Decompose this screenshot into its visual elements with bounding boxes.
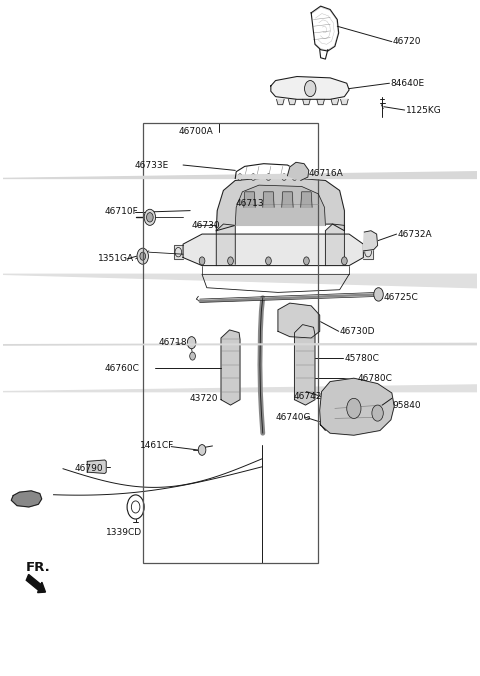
Text: 46700A: 46700A <box>179 127 213 136</box>
Polygon shape <box>216 177 344 231</box>
Polygon shape <box>278 303 320 338</box>
Polygon shape <box>3 184 480 391</box>
Polygon shape <box>3 274 480 293</box>
Polygon shape <box>244 192 255 208</box>
Circle shape <box>292 174 297 180</box>
Text: 1339CD: 1339CD <box>106 528 143 537</box>
Text: 46710F: 46710F <box>105 208 139 216</box>
Polygon shape <box>363 245 373 259</box>
Text: 46730: 46730 <box>192 221 220 230</box>
Circle shape <box>342 257 347 265</box>
Text: 46760C: 46760C <box>104 364 139 372</box>
Polygon shape <box>288 99 296 105</box>
Polygon shape <box>12 491 42 507</box>
Polygon shape <box>235 185 325 225</box>
Text: 46730D: 46730D <box>340 327 375 336</box>
Text: 46720: 46720 <box>393 37 421 46</box>
Polygon shape <box>276 99 284 105</box>
Polygon shape <box>3 256 480 345</box>
Text: 1351GA: 1351GA <box>97 254 134 264</box>
Circle shape <box>137 248 148 264</box>
Text: 46790: 46790 <box>75 464 104 473</box>
Polygon shape <box>174 245 183 259</box>
Polygon shape <box>87 460 106 473</box>
Circle shape <box>187 337 196 349</box>
Circle shape <box>199 257 205 265</box>
Circle shape <box>282 174 287 180</box>
Text: 46780C: 46780C <box>358 374 393 383</box>
Text: 46742: 46742 <box>293 392 322 401</box>
Circle shape <box>372 405 384 421</box>
Polygon shape <box>301 192 312 208</box>
Circle shape <box>303 257 309 265</box>
Polygon shape <box>221 330 240 405</box>
Bar <box>143 124 318 562</box>
Polygon shape <box>363 231 378 251</box>
Text: 45780C: 45780C <box>344 354 379 362</box>
Polygon shape <box>263 192 274 208</box>
Polygon shape <box>295 324 315 405</box>
Circle shape <box>146 213 153 222</box>
Circle shape <box>266 174 271 180</box>
Circle shape <box>140 252 145 260</box>
Circle shape <box>144 210 156 225</box>
Text: FR.: FR. <box>25 561 50 574</box>
Circle shape <box>304 80 316 97</box>
Polygon shape <box>302 99 310 105</box>
Polygon shape <box>320 379 394 435</box>
Polygon shape <box>282 192 293 208</box>
Polygon shape <box>271 76 349 99</box>
Text: 46732A: 46732A <box>398 230 432 239</box>
Polygon shape <box>3 164 480 178</box>
Polygon shape <box>317 99 324 105</box>
Text: 95840: 95840 <box>393 401 421 410</box>
Circle shape <box>265 257 271 265</box>
Polygon shape <box>216 224 235 266</box>
Polygon shape <box>288 162 309 180</box>
Text: 46740G: 46740G <box>276 412 311 422</box>
Polygon shape <box>325 224 344 266</box>
Circle shape <box>198 445 206 456</box>
Polygon shape <box>183 234 363 266</box>
Text: 1125KG: 1125KG <box>406 105 441 114</box>
Text: 46725C: 46725C <box>384 293 418 302</box>
Text: 46718: 46718 <box>158 338 187 347</box>
Circle shape <box>228 257 233 265</box>
Polygon shape <box>331 99 339 105</box>
FancyArrow shape <box>26 575 46 593</box>
Circle shape <box>347 398 361 418</box>
Circle shape <box>190 352 195 360</box>
Polygon shape <box>341 99 348 105</box>
Circle shape <box>374 288 384 301</box>
Text: 46713: 46713 <box>235 199 264 208</box>
Text: 43720: 43720 <box>190 394 218 403</box>
Text: 84640E: 84640E <box>390 78 424 88</box>
Circle shape <box>251 174 256 180</box>
Circle shape <box>238 174 242 180</box>
Text: 46716A: 46716A <box>309 169 344 178</box>
Text: 1461CF: 1461CF <box>140 441 175 450</box>
Text: 46733E: 46733E <box>135 160 169 170</box>
